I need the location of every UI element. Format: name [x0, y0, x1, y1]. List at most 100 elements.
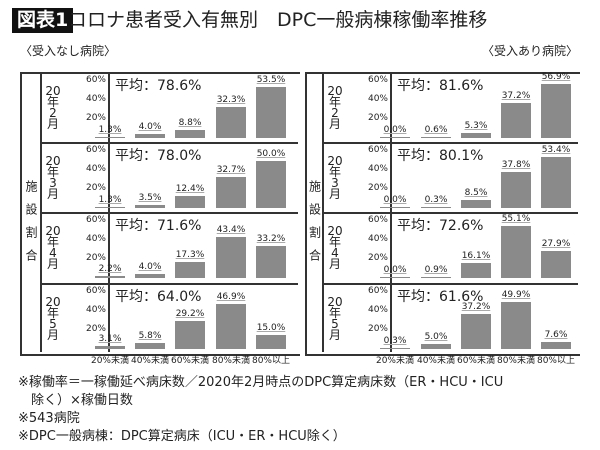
- bar: [216, 176, 246, 208]
- bar-value-label: 3.5%: [138, 192, 162, 203]
- average-label: 平均：64.0%: [115, 286, 201, 306]
- bar: [421, 136, 451, 138]
- chart-title: コロナ患者受入有無別 DPC一般病棟稼働率推移: [68, 9, 488, 31]
- bar: [380, 206, 410, 208]
- month-label-part: 20: [327, 154, 343, 168]
- note-1: ※稼働率＝一稼働延べ病床数／2020年2月時点のDPC算定病床数（ER・HCU・…: [18, 375, 504, 390]
- y-tick-label: 20%: [367, 183, 388, 193]
- month-label-part: 20: [327, 84, 343, 98]
- bar: [95, 346, 125, 349]
- bar-value-label: 5.0%: [424, 332, 448, 343]
- month-label: 20 年 4 月: [326, 224, 344, 271]
- bar: [501, 172, 531, 208]
- group-label: 〈受入なし病院〉: [20, 44, 117, 58]
- bar-value-label: 12.4%: [175, 184, 205, 195]
- month-label-part: 年: [46, 306, 59, 320]
- row-divider: [322, 212, 578, 214]
- y-axis-label: 施設割合: [307, 180, 322, 272]
- bar: [461, 132, 491, 138]
- bar-value-label: 50.0%: [256, 148, 286, 159]
- note-4: ※DPC一般病棟：DPC算定病床（ICU・ER・HCU除く）: [18, 429, 346, 444]
- month-label-part: 年: [46, 235, 59, 249]
- x-tick-label: 80%以上: [251, 356, 290, 366]
- bar: [135, 274, 165, 278]
- panel-frame: [20, 72, 300, 356]
- month-label-part: 月: [328, 257, 341, 271]
- bar-value-label: 4.0%: [138, 262, 162, 273]
- x-tick-label: 40%未満: [130, 356, 169, 366]
- average-label: 平均：72.6%: [397, 215, 483, 235]
- y-tick-label: 40%: [367, 94, 388, 104]
- bar: [461, 199, 491, 208]
- average-value: 81.6%: [439, 78, 484, 94]
- group-label: 〈受入あり病院〉: [481, 44, 578, 58]
- bar: [380, 347, 410, 349]
- bar: [380, 276, 410, 278]
- month-label-part: 月: [328, 117, 341, 131]
- month-label-part: 月: [46, 257, 59, 271]
- average-value: 80.1%: [439, 148, 484, 164]
- month-label: 20 年 4 月: [44, 225, 62, 271]
- bar-value-label: 15.0%: [256, 322, 286, 333]
- bar: [501, 102, 531, 138]
- y-tick-label: 20%: [85, 113, 106, 123]
- x-tick-label: 80%以上: [536, 356, 575, 366]
- average-label: 平均：80.1%: [397, 145, 483, 165]
- bar: [95, 206, 125, 208]
- month-label-part: 20: [327, 295, 343, 309]
- month-label-part: 年: [46, 165, 59, 179]
- bar: [95, 275, 125, 278]
- month-label-part: 20: [45, 295, 61, 309]
- y-tick-label: 60%: [85, 215, 106, 225]
- bar-value-label: 8.5%: [464, 187, 488, 198]
- month-label-part: 5: [331, 317, 339, 331]
- bar-value-label: 1.3%: [98, 194, 122, 205]
- average-prefix: 平均：: [397, 218, 439, 234]
- average-value: 61.6%: [439, 289, 484, 305]
- y-tick-label: 60%: [85, 145, 106, 155]
- average-value: 78.6%: [157, 78, 202, 94]
- bar: [421, 276, 451, 278]
- month-label-part: 月: [328, 328, 341, 342]
- bar: [501, 225, 531, 278]
- bar: [216, 236, 246, 278]
- y-tick-label: 60%: [367, 145, 388, 155]
- bar: [135, 343, 165, 349]
- bar-value-label: 43.4%: [216, 224, 246, 235]
- y-tick-label: 20%: [367, 253, 388, 263]
- y-tick-label: 60%: [367, 286, 388, 296]
- bar-value-label: 17.3%: [175, 249, 205, 260]
- x-tick-label: 60%未満: [456, 356, 495, 366]
- bar: [95, 136, 125, 138]
- bar-value-label: 7.6%: [544, 329, 568, 340]
- bar-value-label: 0.0%: [383, 124, 407, 135]
- row-divider: [40, 283, 298, 285]
- y-tick-label: 40%: [367, 164, 388, 174]
- bar-value-label: 37.2%: [461, 301, 491, 312]
- bar-value-label: 0.0%: [383, 264, 407, 275]
- average-label: 平均：71.6%: [115, 215, 201, 235]
- y-tick-label: 60%: [367, 75, 388, 85]
- month-label-part: 4: [331, 246, 339, 260]
- bar-value-label: 53.4%: [541, 145, 571, 156]
- bar-value-label: 4.0%: [138, 122, 162, 133]
- average-value: 78.0%: [157, 148, 202, 164]
- bar: [541, 251, 571, 278]
- bar-value-label: 3.1%: [98, 334, 122, 345]
- average-prefix: 平均：: [115, 218, 157, 234]
- bar-value-label: 32.3%: [216, 95, 246, 106]
- y-tick-label: 40%: [85, 94, 106, 104]
- month-label-part: 20: [327, 224, 343, 238]
- bar: [461, 262, 491, 278]
- row-divider: [322, 142, 578, 144]
- month-label-part: 3: [331, 176, 339, 190]
- bar: [256, 87, 286, 138]
- x-tick-label: 60%未満: [170, 356, 209, 366]
- average-label: 平均：78.0%: [115, 145, 201, 165]
- bar-value-label: 0.6%: [424, 124, 448, 135]
- month-label-part: 20: [45, 84, 61, 98]
- bar-value-label: 1.3%: [98, 124, 122, 135]
- average-value: 71.6%: [157, 218, 202, 234]
- month-label: 20 年 3 月: [44, 155, 62, 200]
- x-tick-label: 80%未満: [211, 356, 250, 366]
